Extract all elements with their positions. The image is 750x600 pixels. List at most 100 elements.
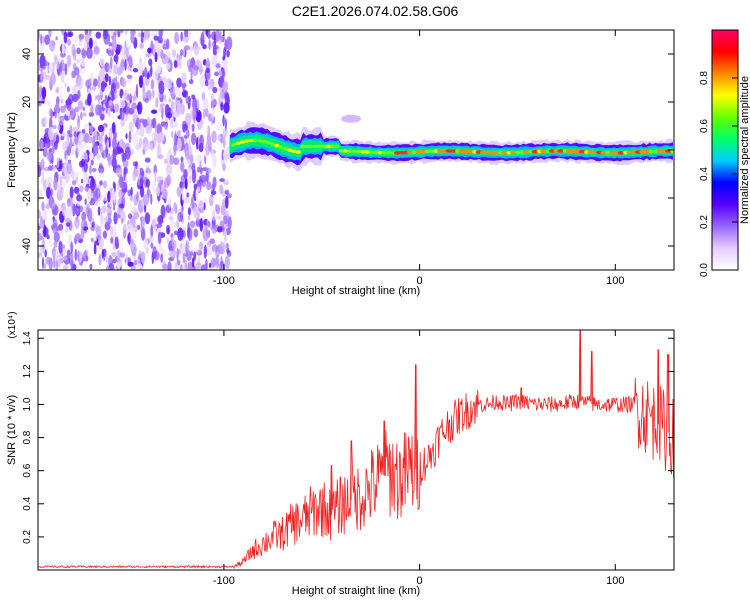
noise-cell bbox=[113, 193, 117, 204]
noise-cell bbox=[111, 122, 116, 135]
noise-cell bbox=[184, 150, 190, 160]
signal-core-cell bbox=[498, 151, 504, 155]
noise-cell bbox=[38, 225, 41, 230]
y-tick-label: 1.2 bbox=[22, 364, 33, 378]
noise-cell bbox=[120, 30, 124, 34]
noise-cell bbox=[154, 131, 157, 143]
noise-cell bbox=[223, 148, 230, 163]
noise-cell bbox=[196, 166, 201, 173]
noise-cell bbox=[121, 218, 124, 224]
noise-cell bbox=[61, 62, 66, 72]
y-tick-label: -40 bbox=[21, 238, 33, 254]
noise-cell bbox=[220, 102, 224, 111]
noise-cell bbox=[81, 49, 87, 56]
noise-cell bbox=[202, 108, 206, 120]
noise-cell bbox=[83, 40, 87, 52]
signal-core-cell bbox=[252, 138, 258, 143]
noise-cell bbox=[112, 226, 117, 240]
noise-cell bbox=[110, 225, 114, 236]
noise-cell bbox=[128, 213, 133, 220]
noise-cell bbox=[177, 249, 182, 255]
noise-cell bbox=[145, 247, 149, 255]
noise-cell bbox=[72, 84, 78, 96]
noise-cell bbox=[131, 102, 137, 110]
noise-cell bbox=[223, 215, 228, 225]
noise-cell bbox=[170, 233, 174, 238]
noise-cell bbox=[181, 191, 185, 201]
noise-cell bbox=[55, 57, 60, 70]
noise-cell bbox=[65, 110, 71, 116]
noise-cell bbox=[48, 126, 55, 141]
noise-cell bbox=[61, 202, 67, 216]
noise-cell bbox=[52, 218, 58, 229]
noise-cell bbox=[223, 47, 227, 59]
noise-cell bbox=[50, 109, 54, 119]
colorbar: 0.0 0.2 0.4 0.6 0.8 Normalized spectral ampl… bbox=[699, 29, 750, 277]
noise-cell bbox=[215, 63, 221, 69]
noise-cell bbox=[164, 93, 167, 103]
noise-cell bbox=[58, 85, 64, 90]
noise-cell bbox=[158, 132, 165, 143]
noise-cell bbox=[115, 167, 120, 176]
noise-cell bbox=[56, 86, 60, 94]
noise-cell bbox=[81, 129, 86, 134]
noise-cell bbox=[106, 153, 111, 163]
noise-cell bbox=[187, 207, 191, 216]
noise-cell bbox=[197, 119, 202, 131]
noise-cell bbox=[115, 214, 121, 219]
noise-cell bbox=[193, 251, 197, 261]
noise-cell bbox=[224, 234, 227, 243]
noise-cell bbox=[92, 190, 99, 202]
noise-cell bbox=[64, 217, 71, 223]
noise-cell bbox=[180, 31, 184, 42]
noise-cell bbox=[61, 180, 66, 188]
snr-x-label: Height of straight line (km) bbox=[292, 585, 420, 597]
noise-cell bbox=[98, 236, 102, 245]
noise-cell bbox=[105, 265, 110, 270]
noise-cell bbox=[186, 192, 189, 198]
noise-cell bbox=[124, 146, 131, 160]
noise-cell bbox=[125, 78, 133, 84]
noise-cell bbox=[154, 52, 158, 63]
noise-cell bbox=[46, 100, 52, 107]
noise-cell bbox=[119, 167, 122, 179]
noise-cell bbox=[66, 54, 72, 68]
noise-cell bbox=[98, 104, 102, 116]
noise-cell bbox=[60, 51, 66, 58]
noise-cell bbox=[224, 118, 227, 132]
noise-cell bbox=[91, 168, 97, 172]
noise-cell bbox=[132, 68, 139, 73]
noise-cell bbox=[77, 148, 80, 153]
noise-cell bbox=[155, 186, 160, 197]
noise-cell bbox=[39, 43, 45, 54]
noise-cell bbox=[43, 167, 50, 172]
noise-cell bbox=[38, 30, 41, 42]
noise-cell bbox=[68, 31, 74, 37]
noise-cell bbox=[125, 255, 128, 268]
noise-cell bbox=[96, 225, 102, 239]
noise-cell bbox=[212, 177, 216, 190]
noise-cell bbox=[121, 142, 127, 149]
noise-cell bbox=[63, 31, 68, 44]
noise-cell bbox=[146, 124, 152, 134]
noise-cell bbox=[62, 247, 67, 258]
noise-cell bbox=[135, 117, 141, 130]
noise-cell bbox=[158, 30, 163, 41]
noise-cell bbox=[165, 224, 171, 235]
noise-cell bbox=[56, 255, 64, 265]
noise-cell bbox=[192, 206, 200, 219]
noise-cell bbox=[74, 106, 80, 112]
noise-cell bbox=[184, 197, 190, 204]
noise-cell bbox=[139, 118, 145, 123]
noise-cell bbox=[74, 248, 78, 262]
noise-cell bbox=[100, 113, 105, 121]
noise-cell bbox=[138, 249, 142, 260]
noise-cell bbox=[113, 206, 116, 211]
noise-cell bbox=[75, 176, 79, 183]
noise-cell bbox=[172, 120, 178, 128]
signal-core-cell bbox=[334, 144, 340, 149]
noise-cell bbox=[50, 72, 56, 86]
noise-cell bbox=[84, 172, 89, 184]
signal-core-cell bbox=[369, 150, 374, 155]
signal-core-cell bbox=[406, 150, 414, 155]
